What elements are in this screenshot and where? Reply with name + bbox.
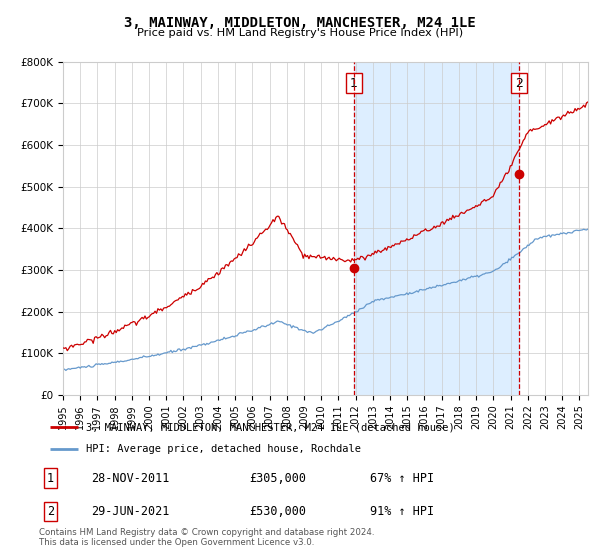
Text: 3, MAINWAY, MIDDLETON, MANCHESTER, M24 1LE: 3, MAINWAY, MIDDLETON, MANCHESTER, M24 1…: [124, 16, 476, 30]
Text: 2: 2: [47, 505, 54, 518]
Text: £530,000: £530,000: [249, 505, 306, 518]
Text: 67% ↑ HPI: 67% ↑ HPI: [370, 472, 434, 485]
Text: 91% ↑ HPI: 91% ↑ HPI: [370, 505, 434, 518]
Text: £305,000: £305,000: [249, 472, 306, 485]
Text: 29-JUN-2021: 29-JUN-2021: [91, 505, 170, 518]
Bar: [354, 62, 519, 395]
Text: 1: 1: [350, 77, 358, 90]
Text: Contains HM Land Registry data © Crown copyright and database right 2024.
This d: Contains HM Land Registry data © Crown c…: [39, 528, 374, 547]
Text: 1: 1: [47, 472, 54, 485]
Text: 2: 2: [515, 77, 523, 90]
Text: 28-NOV-2011: 28-NOV-2011: [91, 472, 170, 485]
Text: Price paid vs. HM Land Registry's House Price Index (HPI): Price paid vs. HM Land Registry's House …: [137, 28, 463, 38]
Text: 3, MAINWAY, MIDDLETON, MANCHESTER, M24 1LE (detached house): 3, MAINWAY, MIDDLETON, MANCHESTER, M24 1…: [86, 422, 455, 432]
Text: HPI: Average price, detached house, Rochdale: HPI: Average price, detached house, Roch…: [86, 444, 361, 454]
